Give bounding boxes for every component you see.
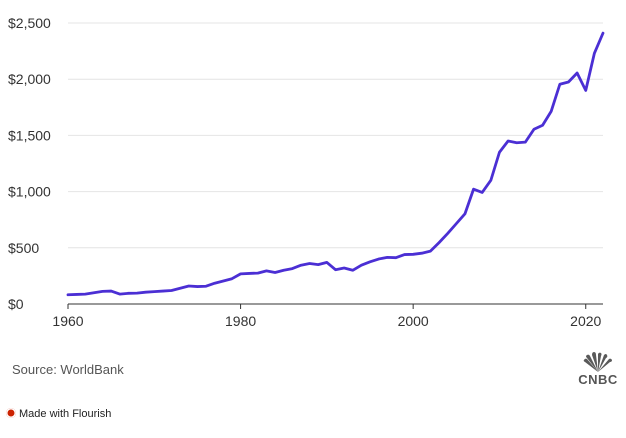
x-axis-ticks: 1960 1980 2000 2020: [52, 304, 602, 329]
y-tick-label: $1,000: [8, 184, 51, 200]
flourish-burst-icon: [6, 408, 16, 418]
x-tick-label: 1960: [52, 313, 83, 329]
line-chart: $0 $500 $1,000 $1,500 $2,000 $2,500 1960 1980 2…: [8, 15, 605, 329]
y-tick-label: $2,500: [8, 15, 51, 31]
y-tick-label: $0: [8, 296, 24, 312]
flourish-label: Made with Flourish: [19, 408, 112, 420]
grid-lines: [68, 22, 603, 305]
source-note: Source: WorldBank: [12, 362, 124, 377]
y-tick-label: $2,000: [8, 71, 51, 87]
y-tick-label: $500: [8, 240, 39, 256]
x-tick-label: 2000: [398, 313, 429, 329]
x-tick-label: 2020: [570, 313, 601, 329]
cnbc-logo: CNBC: [574, 352, 622, 388]
peacock-icon: [583, 352, 612, 372]
y-tick-label: $1,500: [8, 127, 51, 143]
series-line: [66, 31, 605, 297]
logo-text: CNBC: [578, 372, 618, 387]
y-axis-ticks: $0 $500 $1,000 $1,500 $2,000 $2,500: [8, 15, 51, 312]
x-tick-label: 1980: [225, 313, 256, 329]
made-with-flourish-link[interactable]: Made with Flourish: [6, 408, 111, 420]
